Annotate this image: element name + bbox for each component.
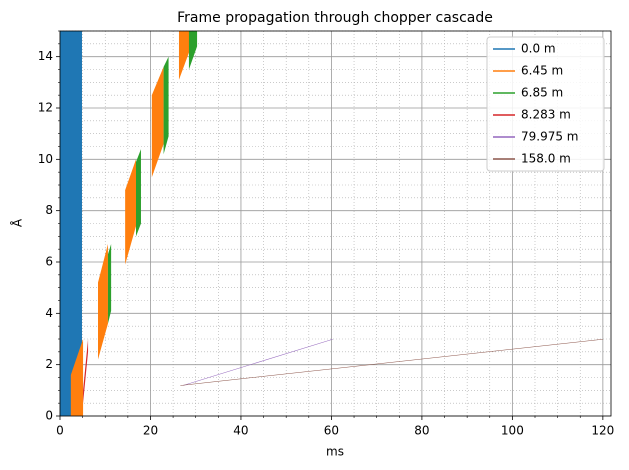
- legend-label: 79.975 m: [521, 130, 579, 144]
- y-tick-label: 10: [38, 152, 53, 166]
- y-tick-label: 14: [38, 49, 53, 63]
- frame-polygon: [188, 31, 198, 70]
- plot-area: [60, 31, 603, 416]
- legend-label: 0.0 m: [521, 42, 556, 56]
- frame-polygon: [163, 56, 169, 155]
- x-tick-label: 40: [233, 424, 248, 438]
- x-tick-label: 60: [324, 424, 339, 438]
- frame-polygon: [178, 31, 191, 80]
- frame-polygon: [70, 339, 84, 416]
- frame-polygon: [98, 244, 108, 360]
- y-tick-label: 8: [45, 203, 53, 217]
- frame-polygon: [83, 339, 89, 404]
- frame-polygon: [183, 339, 333, 386]
- frame-polygon: [60, 31, 82, 416]
- x-axis-label: ms: [326, 445, 344, 459]
- y-tick-label: 12: [38, 101, 53, 115]
- frame-polygon: [107, 244, 112, 324]
- legend: 0.0 m 6.45 m 6.85 m 8.283 m 79.975 m 158.0 m: [486, 36, 605, 172]
- x-tick-label: 80: [414, 424, 429, 438]
- legend-box: [486, 36, 605, 172]
- legend-label: 158.0 m: [521, 152, 571, 166]
- y-tick-label: 0: [45, 409, 53, 423]
- chart-title: Frame propagation through chopper cascad…: [177, 10, 493, 26]
- y-tick-label: 6: [45, 255, 53, 269]
- frame-polygon: [151, 66, 164, 178]
- x-tick-label: 20: [143, 424, 158, 438]
- y-axis-label: Å: [10, 218, 25, 227]
- plot-frame: [59, 30, 612, 417]
- x-tick-label: 100: [501, 424, 524, 438]
- x-tick-label: 120: [591, 424, 614, 438]
- legend-label: 6.45 m: [521, 64, 563, 78]
- frame-polygon: [180, 339, 603, 386]
- axes: 0 20 40 60 80 100 120 0 2 4 6 8 10 12 14: [38, 30, 614, 438]
- frame-polygon: [125, 159, 136, 265]
- legend-label: 8.283 m: [521, 108, 571, 122]
- y-tick-label: 2: [45, 357, 53, 371]
- y-tick-label: 4: [45, 306, 53, 320]
- legend-label: 6.85 m: [521, 86, 563, 100]
- frame-polygon: [136, 149, 141, 237]
- x-tick-label: 0: [56, 424, 64, 438]
